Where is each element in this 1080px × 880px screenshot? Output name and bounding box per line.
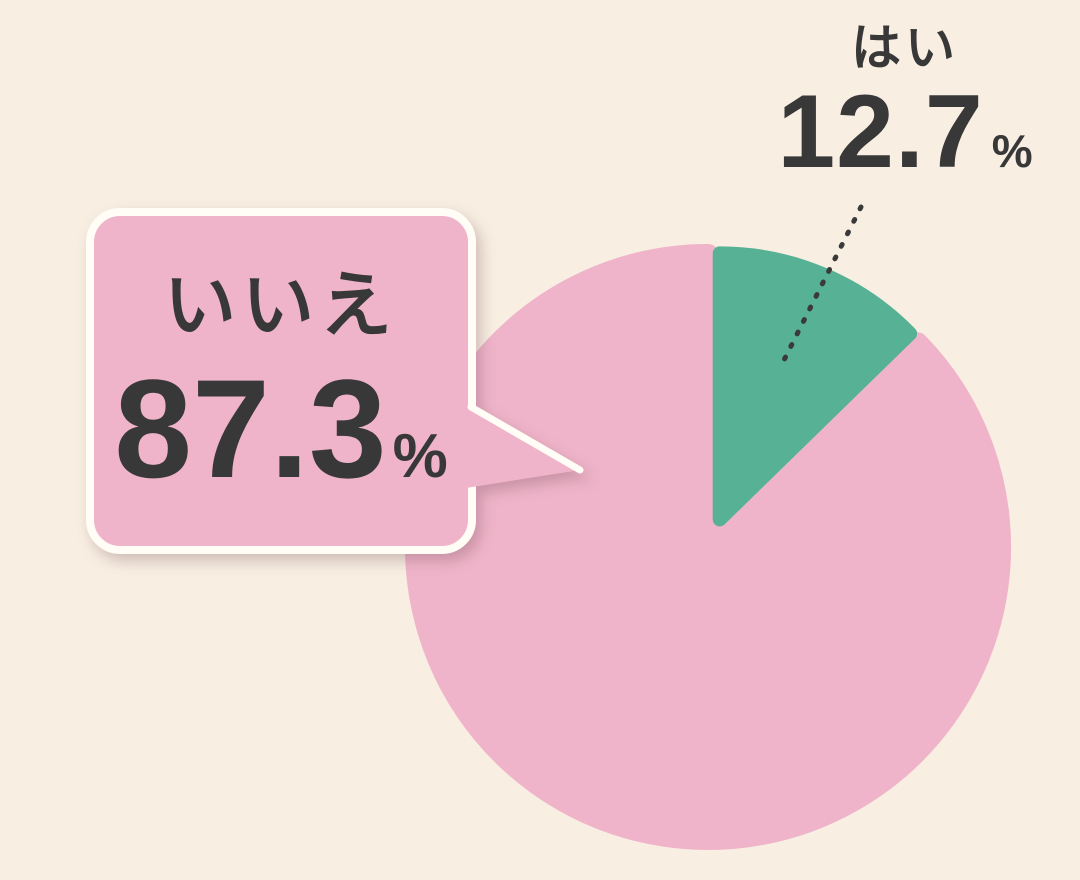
- no-percent-sign: %: [392, 422, 448, 491]
- yes-label: はい: [851, 20, 959, 76]
- pie-slice-yes: [712, 246, 918, 527]
- no-value-row: 87.3 %: [114, 350, 448, 507]
- no-value: 87.3: [114, 350, 387, 507]
- leader-line-dotted: [780, 204, 864, 365]
- speech-bubble-tail: [466, 404, 580, 488]
- yes-value: 12.7: [777, 74, 984, 190]
- yes-label-group: はい 12.7 %: [745, 18, 1065, 187]
- speech-bubble-tail-edge: [467, 403, 584, 474]
- yes-value-row: 12.7 %: [745, 74, 1065, 190]
- speech-bubble: [86, 208, 584, 554]
- speech-bubble-box: [86, 208, 476, 554]
- no-label-group: いいえ 87.3 %: [90, 212, 472, 550]
- yes-percent-sign: %: [991, 125, 1033, 177]
- no-label: いいえ: [163, 266, 398, 347]
- pie-slice-no: [405, 244, 1012, 850]
